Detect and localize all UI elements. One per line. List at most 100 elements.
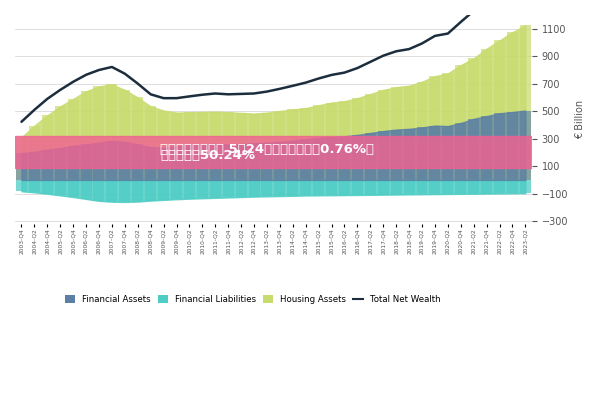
- Bar: [481, 49, 492, 180]
- Bar: [507, 180, 518, 193]
- Bar: [132, 98, 143, 180]
- Bar: [184, 145, 195, 180]
- Bar: [16, 153, 27, 180]
- Bar: [158, 148, 169, 180]
- Bar: [145, 147, 156, 180]
- Bar: [106, 141, 118, 180]
- Bar: [171, 180, 182, 199]
- Bar: [106, 180, 118, 202]
- Bar: [481, 49, 492, 180]
- Bar: [507, 32, 518, 180]
- Bar: [430, 180, 440, 194]
- Bar: [55, 106, 66, 180]
- Bar: [210, 180, 221, 198]
- Bar: [339, 101, 350, 180]
- Bar: [94, 142, 104, 180]
- Bar: [352, 98, 363, 180]
- Bar: [68, 146, 79, 180]
- Bar: [300, 108, 311, 180]
- Bar: [210, 144, 221, 180]
- Bar: [442, 74, 454, 180]
- Bar: [29, 126, 40, 180]
- Bar: [236, 113, 247, 180]
- Bar: [468, 119, 479, 180]
- Bar: [197, 144, 208, 180]
- Bar: [391, 87, 401, 180]
- Bar: [223, 180, 233, 198]
- Bar: [287, 110, 298, 180]
- Bar: [42, 150, 53, 180]
- Bar: [16, 137, 27, 180]
- Bar: [106, 84, 118, 180]
- Bar: [68, 180, 79, 197]
- Bar: [197, 112, 208, 180]
- Bar: [119, 90, 130, 180]
- Bar: [29, 152, 40, 180]
- Bar: [119, 142, 130, 180]
- Bar: [158, 180, 169, 200]
- Bar: [287, 140, 298, 180]
- Bar: [274, 111, 286, 180]
- Bar: [300, 139, 311, 180]
- Bar: [404, 86, 415, 180]
- Bar: [158, 110, 169, 180]
- Bar: [365, 94, 376, 180]
- Bar: [197, 112, 208, 180]
- Bar: [313, 105, 324, 180]
- Bar: [313, 105, 324, 180]
- Bar: [184, 180, 195, 199]
- Bar: [481, 180, 492, 194]
- Bar: [68, 99, 79, 180]
- Bar: [94, 86, 104, 180]
- Bar: [15, 136, 532, 168]
- Bar: [274, 142, 286, 180]
- Bar: [339, 136, 350, 180]
- Bar: [158, 110, 169, 180]
- Bar: [313, 180, 324, 195]
- Bar: [430, 76, 440, 180]
- Bar: [29, 180, 40, 192]
- Bar: [29, 126, 40, 180]
- Bar: [494, 180, 505, 194]
- Bar: [132, 144, 143, 180]
- Bar: [145, 106, 156, 180]
- Bar: [119, 90, 130, 180]
- Bar: [236, 180, 247, 197]
- Bar: [416, 82, 427, 180]
- Bar: [248, 180, 260, 196]
- Bar: [378, 90, 389, 180]
- Bar: [455, 123, 466, 180]
- Bar: [223, 144, 233, 180]
- Bar: [197, 180, 208, 198]
- Bar: [455, 65, 466, 180]
- Bar: [520, 180, 531, 193]
- Bar: [106, 84, 118, 180]
- Bar: [223, 112, 233, 180]
- Bar: [248, 114, 260, 180]
- Bar: [442, 180, 454, 194]
- Bar: [171, 112, 182, 180]
- Bar: [468, 58, 479, 180]
- Bar: [365, 94, 376, 180]
- Bar: [416, 82, 427, 180]
- Bar: [326, 137, 337, 180]
- Bar: [262, 180, 272, 196]
- Bar: [132, 98, 143, 180]
- Bar: [507, 32, 518, 180]
- Bar: [455, 180, 466, 194]
- Bar: [94, 180, 104, 201]
- Bar: [416, 180, 427, 194]
- Bar: [80, 144, 92, 180]
- Bar: [391, 180, 401, 194]
- Bar: [365, 133, 376, 180]
- Text: 转股溢价率50.24%: 转股溢价率50.24%: [160, 149, 255, 162]
- Bar: [468, 180, 479, 194]
- Bar: [42, 180, 53, 194]
- Bar: [16, 180, 27, 191]
- Bar: [442, 126, 454, 180]
- Bar: [55, 180, 66, 195]
- Bar: [468, 58, 479, 180]
- Bar: [274, 111, 286, 180]
- Bar: [442, 74, 454, 180]
- Text: 股票杠杆怎么申请 5月24日拓普转债下跌0.76%，: 股票杠杆怎么申请 5月24日拓普转债下跌0.76%，: [160, 142, 374, 156]
